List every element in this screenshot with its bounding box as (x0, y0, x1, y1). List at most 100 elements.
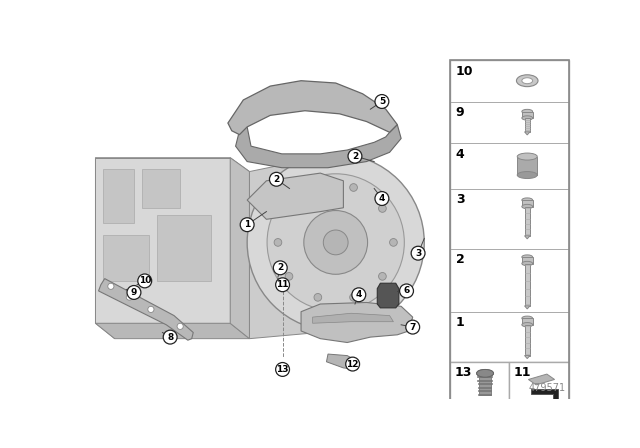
Polygon shape (95, 158, 230, 323)
Ellipse shape (477, 370, 493, 377)
Circle shape (108, 283, 114, 289)
Polygon shape (531, 389, 557, 400)
Circle shape (276, 278, 289, 292)
Circle shape (285, 272, 293, 280)
Text: 3: 3 (415, 249, 421, 258)
Ellipse shape (522, 116, 532, 120)
Polygon shape (95, 158, 250, 172)
Text: 3: 3 (456, 193, 465, 206)
Text: 9: 9 (131, 288, 137, 297)
Polygon shape (326, 354, 359, 370)
Text: 7: 7 (410, 323, 416, 332)
Circle shape (346, 357, 360, 371)
Circle shape (314, 184, 322, 191)
Circle shape (349, 293, 357, 301)
Ellipse shape (522, 78, 532, 84)
Circle shape (390, 238, 397, 246)
Circle shape (138, 274, 152, 288)
Bar (525, 207, 530, 236)
Bar (522, 257, 532, 263)
Ellipse shape (517, 172, 537, 179)
Polygon shape (529, 374, 555, 385)
Circle shape (399, 284, 413, 298)
Circle shape (163, 330, 177, 344)
Ellipse shape (516, 75, 538, 86)
Text: 13: 13 (454, 366, 472, 379)
Circle shape (269, 172, 284, 186)
Bar (450, 362, 509, 406)
Circle shape (352, 288, 365, 302)
Ellipse shape (267, 174, 404, 311)
Bar (509, 362, 569, 406)
Bar (525, 263, 530, 306)
Polygon shape (250, 154, 336, 339)
Circle shape (148, 306, 154, 313)
Polygon shape (95, 158, 115, 339)
Text: 2: 2 (277, 263, 284, 272)
Bar (522, 200, 532, 207)
Circle shape (375, 95, 389, 108)
Text: 2: 2 (352, 152, 358, 161)
Polygon shape (525, 306, 530, 309)
Circle shape (406, 320, 420, 334)
Ellipse shape (522, 255, 532, 259)
Polygon shape (236, 125, 401, 168)
Ellipse shape (517, 153, 537, 160)
Ellipse shape (522, 316, 532, 320)
Ellipse shape (522, 109, 532, 114)
Bar (157, 215, 211, 281)
Polygon shape (228, 81, 397, 134)
Circle shape (411, 246, 425, 260)
Circle shape (273, 261, 287, 275)
Circle shape (349, 184, 357, 191)
Text: 2: 2 (273, 175, 280, 184)
Circle shape (314, 293, 322, 301)
Ellipse shape (304, 211, 367, 274)
Ellipse shape (323, 230, 348, 255)
Text: 2: 2 (456, 253, 465, 266)
Polygon shape (312, 313, 394, 323)
Bar (525, 118, 530, 132)
Bar (450, 60, 569, 362)
Circle shape (285, 205, 293, 212)
Circle shape (379, 205, 387, 212)
Circle shape (127, 285, 141, 299)
Circle shape (177, 323, 183, 329)
Text: 11: 11 (276, 280, 289, 289)
Text: 11: 11 (513, 366, 531, 379)
Circle shape (276, 362, 289, 376)
Ellipse shape (522, 198, 532, 202)
Polygon shape (525, 132, 530, 135)
Bar (103, 169, 134, 223)
Ellipse shape (247, 154, 424, 331)
Circle shape (274, 238, 282, 246)
Bar (517, 156, 537, 175)
Polygon shape (525, 236, 530, 239)
Text: 479571: 479571 (529, 383, 566, 392)
Bar (450, 60, 569, 406)
Polygon shape (95, 323, 250, 339)
Text: 5: 5 (379, 97, 385, 106)
Text: 4: 4 (356, 290, 362, 299)
Ellipse shape (477, 370, 493, 377)
Text: 10: 10 (456, 65, 474, 78)
Text: 6: 6 (403, 286, 410, 295)
Bar (103, 235, 149, 281)
Polygon shape (230, 158, 250, 339)
Circle shape (375, 192, 389, 206)
Polygon shape (247, 173, 344, 220)
Polygon shape (301, 302, 413, 343)
Ellipse shape (522, 323, 532, 327)
Circle shape (379, 272, 387, 280)
Text: 1: 1 (244, 220, 250, 229)
Text: 4: 4 (456, 148, 465, 161)
Text: 12: 12 (346, 360, 359, 369)
Circle shape (348, 149, 362, 163)
Circle shape (126, 294, 132, 300)
Ellipse shape (522, 204, 532, 209)
Bar (522, 112, 532, 118)
Text: 13: 13 (276, 365, 289, 374)
Polygon shape (99, 279, 193, 340)
Bar (522, 318, 532, 325)
Text: 4: 4 (379, 194, 385, 203)
